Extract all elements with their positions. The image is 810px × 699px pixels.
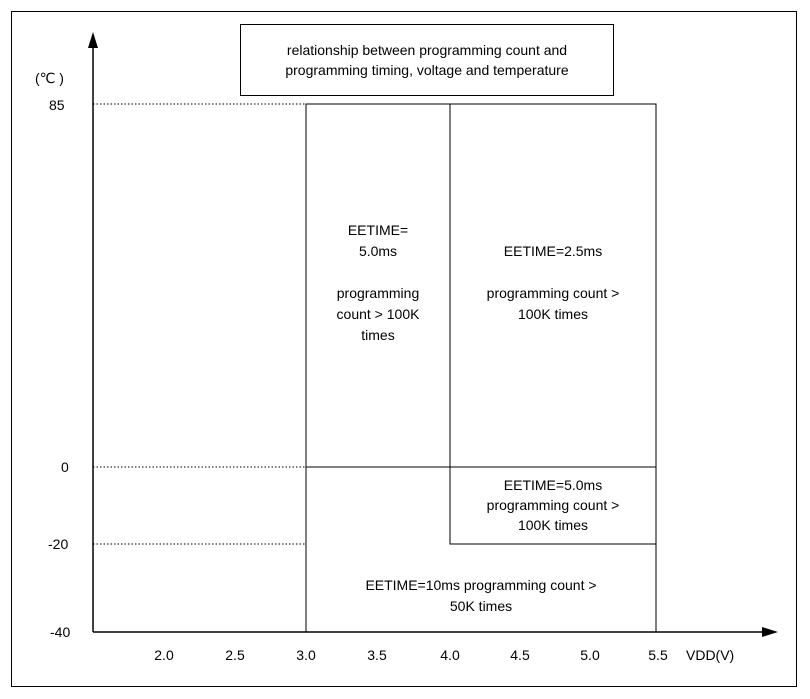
region-text-r2: EETIME=2.5ms programming count > 100K ti… (450, 241, 656, 325)
y-tick-minus40: -40 (50, 624, 70, 640)
x-tick-3-0: 3.0 (296, 647, 316, 663)
region-r2-line-3: programming count > (486, 285, 620, 301)
x-tick-2-0: 2.0 (154, 647, 174, 663)
region-r3-line-1: EETIME=5.0ms (503, 477, 603, 493)
region-text-r1: EETIME= 5.0ms programming count > 100K t… (306, 220, 450, 346)
region-r4-line-1: EETIME=10ms programming count > (365, 577, 597, 593)
y-tick-0: 0 (61, 459, 69, 475)
region-text-r4: EETIME=10ms programming count > 50K time… (306, 575, 656, 617)
x-tick-2-5: 2.5 (225, 647, 245, 663)
region-r2-line-1: EETIME=2.5ms (503, 243, 603, 259)
x-tick-5-5: 5.5 (648, 647, 668, 663)
region-r4-line-2: 50K times (449, 598, 513, 614)
y-tick-85: 85 (49, 97, 65, 113)
region-r1-line-5: count > 100K (336, 306, 420, 322)
region-r1-line-2: 5.0ms (358, 243, 398, 259)
y-unit-label: (℃ ) (35, 70, 64, 86)
region-r1-line-4: programming (336, 285, 420, 301)
y-axis-arrow (88, 32, 98, 48)
x-tick-3-5: 3.5 (367, 647, 387, 663)
region-r2-line-4: 100K times (517, 306, 589, 322)
region-r3-line-3: 100K times (517, 517, 589, 533)
x-tick-5-0: 5.0 (580, 647, 600, 663)
y-tick-minus20: -20 (48, 536, 68, 552)
diagram-frame (11, 11, 797, 687)
x-tick-4-5: 4.5 (510, 647, 530, 663)
title-box: relationship between programming count a… (240, 24, 614, 96)
region-text-r3: EETIME=5.0ms programming count > 100K ti… (450, 475, 656, 535)
region-box-r3 (449, 466, 657, 545)
region-r1-line-6: times (361, 327, 395, 343)
x-axis-arrow (762, 627, 778, 637)
region-r3-line-2: programming count > (486, 497, 620, 513)
x-unit-label: VDD(V) (686, 647, 734, 663)
x-tick-4-0: 4.0 (440, 647, 460, 663)
diagram-title: relationship between programming count a… (285, 42, 569, 78)
region-r1-line-1: EETIME= (347, 222, 409, 238)
